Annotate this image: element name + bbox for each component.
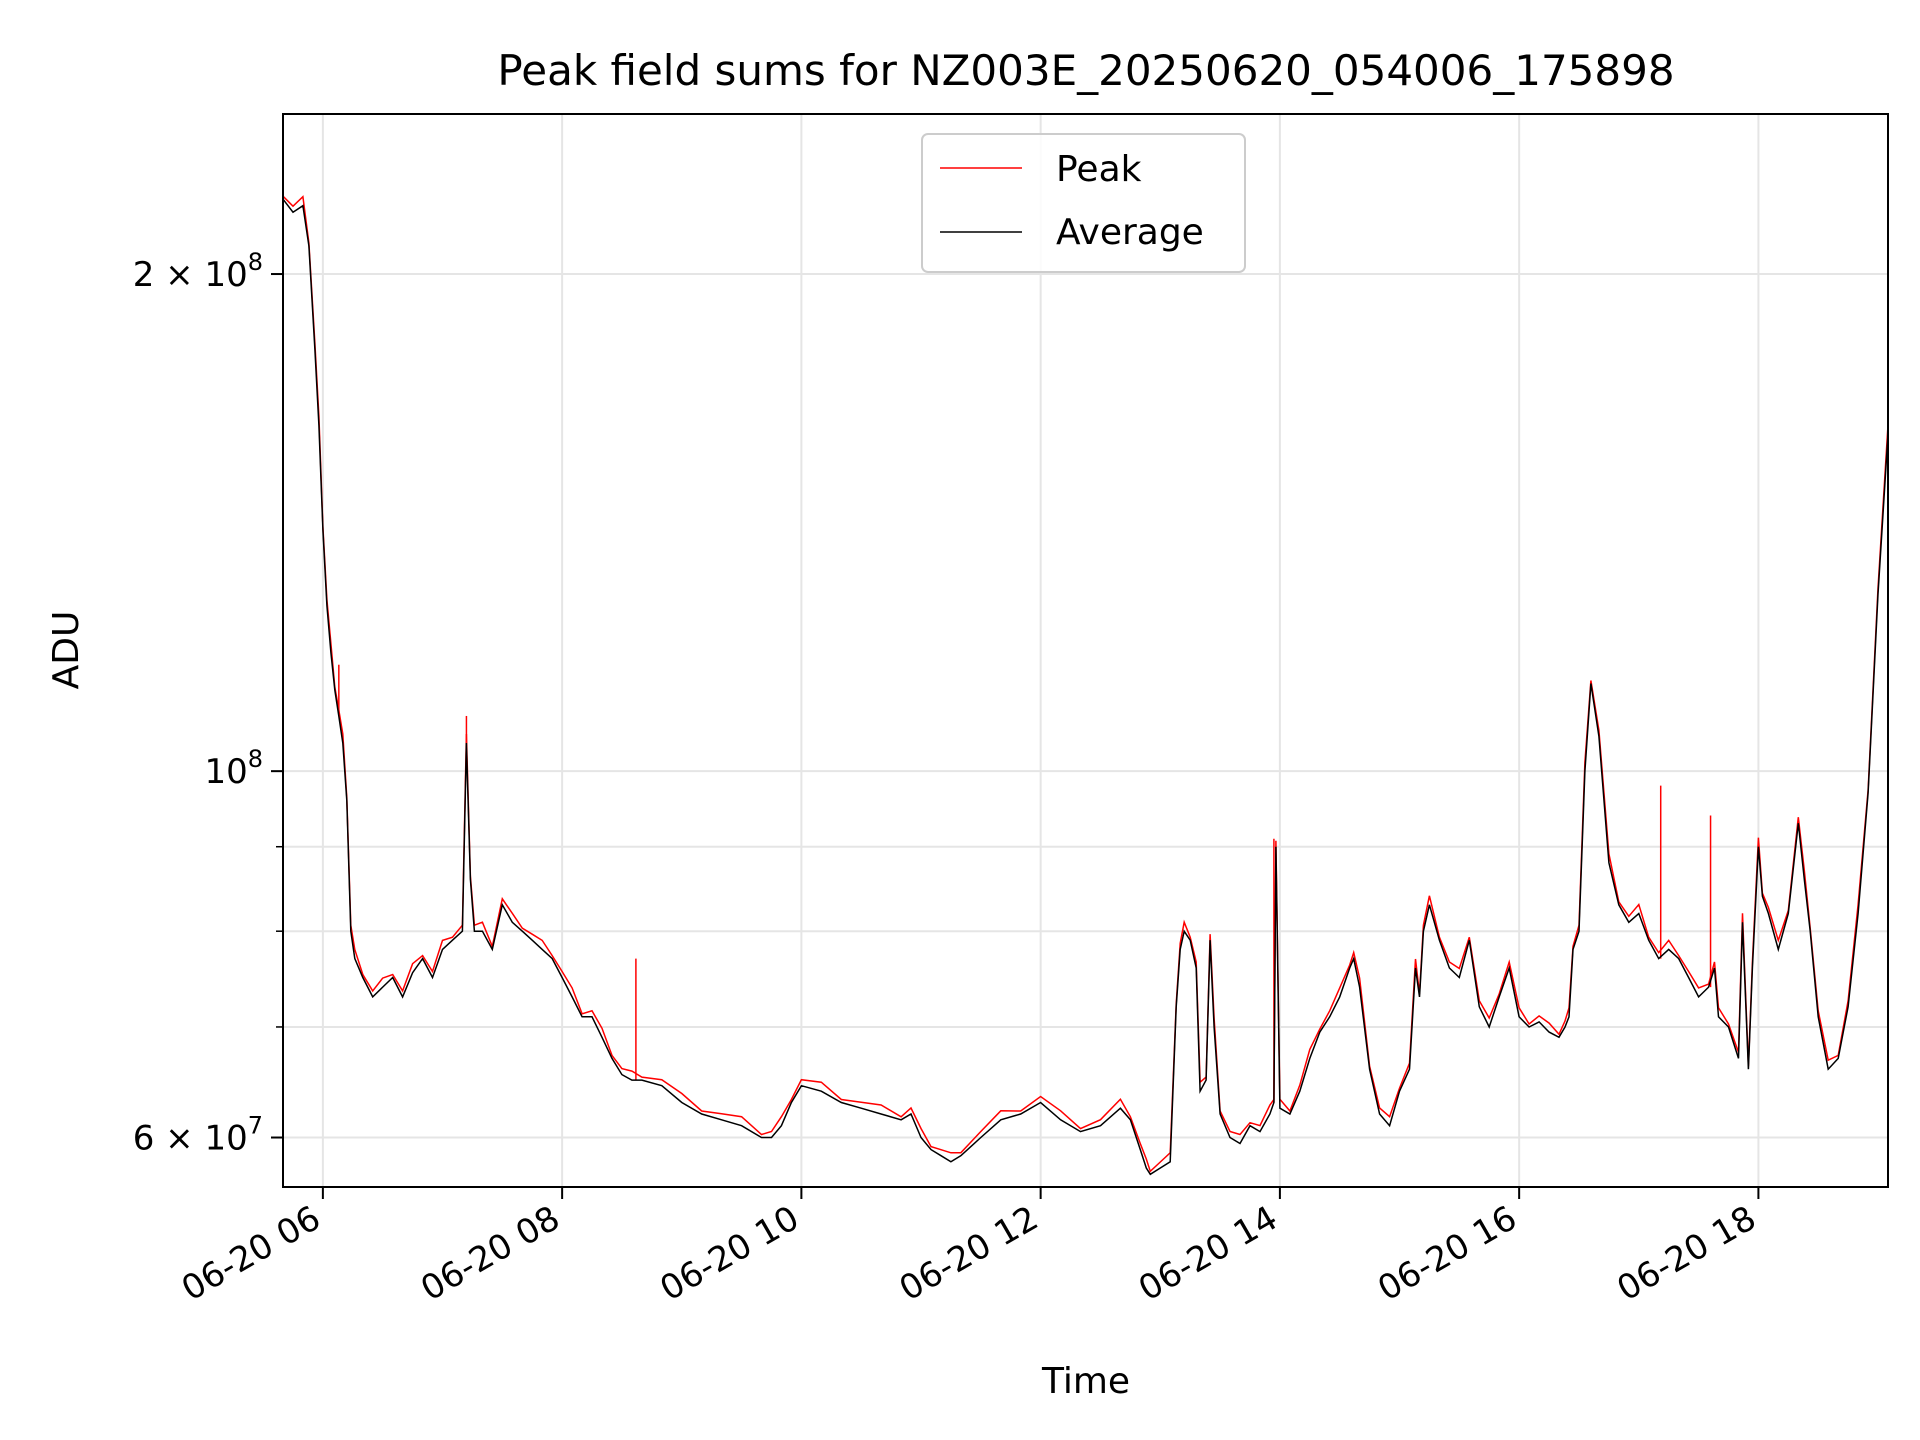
y-tick-label: 108 [204,745,263,792]
series-layer [283,195,1888,1176]
x-axis-label: Time [1041,1361,1130,1402]
legend-peak-label: Peak [1056,149,1142,190]
y-axis: 2 × 108 108 6 × 107 [133,248,283,1159]
plot-frame [282,113,1889,1188]
y-tick-label: 2 × 108 [133,248,263,295]
chart-title: Peak field sums for NZ003E_20250620_0540… [497,46,1674,95]
grid-lines [283,114,1888,1187]
y-tick-label: 6 × 107 [133,1112,263,1159]
peak-series-line [283,195,1888,1173]
y-axis-label: ADU [46,611,87,690]
average-series-line [283,198,1888,1176]
legend: Peak Average [921,133,1246,273]
plot-area [283,195,1888,1176]
legend-average-label: Average [1056,212,1204,253]
